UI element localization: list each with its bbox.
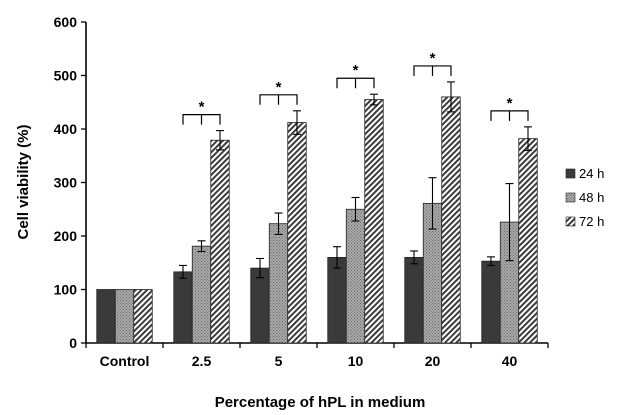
legend-label: 24 h [579,166,604,181]
axes: 0 100 200 300 400 500 600 Control 2.5 5 10 20 40 [54,14,549,369]
bar [327,256,347,344]
bar [404,256,424,344]
bar [364,99,384,344]
significance-bracket [413,65,452,76]
x-axis-title: Percentage of hPL in medium [215,394,426,411]
x-tick-label: 2.5 [192,353,212,369]
bar [210,139,230,344]
bar [441,96,461,344]
bar [96,289,116,344]
error-bars [179,81,532,279]
legend-label: 48 h [579,190,604,205]
y-tick-label: 600 [54,14,78,30]
bar [481,260,501,344]
y-tick-label: 0 [69,335,77,351]
bar [345,208,366,344]
y-axis-title: Cell viability (%) [15,124,32,239]
legend-swatch [565,192,576,203]
legend-swatch [565,216,576,227]
significance-label: * [507,95,513,112]
x-tick-label: Control [100,353,150,369]
significance-label: * [353,62,359,79]
bar [114,289,135,344]
legend: 24 h 48 h 72 h [565,166,604,229]
y-tick-label: 400 [54,121,78,137]
significance-label: * [430,50,436,67]
bars [96,96,538,344]
significance-bracket [259,94,298,105]
x-tick-label: 20 [425,353,441,369]
significance-label: * [276,79,282,96]
y-tick-label: 200 [54,228,78,244]
y-tick-label: 100 [54,282,78,298]
bar [268,223,289,344]
significance-label: * [199,99,205,116]
bar [173,271,193,344]
significance-bracket [490,110,529,121]
x-tick-label: 40 [502,353,518,369]
significance-bracket [336,77,375,89]
significance-bracket [182,114,221,125]
y-tick-label: 300 [54,175,78,191]
legend-swatch [565,168,576,179]
x-tick-label: 10 [348,353,364,369]
x-tick-label: 5 [275,353,283,369]
legend-label: 72 h [579,214,604,229]
bar [518,138,538,344]
significance-annotations: * * * * * [182,50,529,125]
bar [287,122,307,344]
bar [250,267,270,344]
bar [191,245,212,344]
bar [133,289,153,344]
y-tick-label: 500 [54,68,78,84]
